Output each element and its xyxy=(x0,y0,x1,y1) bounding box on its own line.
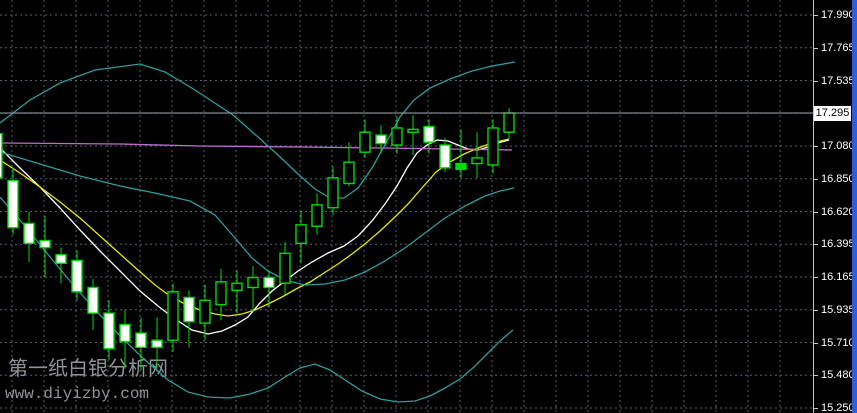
candle-body xyxy=(439,144,451,169)
band-teal-inner-line xyxy=(0,151,515,286)
price-label: 17.990 xyxy=(821,9,855,21)
candle-body xyxy=(167,291,179,341)
candle-body xyxy=(247,276,259,289)
candle-body xyxy=(151,339,163,349)
price-label: 16.620 xyxy=(821,206,855,218)
candle-body xyxy=(359,131,371,153)
candle-body xyxy=(23,222,35,245)
chart-canvas[interactable]: 第一纸白银分析网 www.diyizby.com xyxy=(0,0,813,413)
candle-body xyxy=(407,128,419,133)
candle-body xyxy=(375,134,387,145)
candle-body xyxy=(311,204,323,227)
window-edge-strip xyxy=(852,0,857,413)
price-label: 15.250 xyxy=(821,402,855,413)
axis-tick xyxy=(814,81,818,82)
candle-body xyxy=(135,332,147,349)
candle-body xyxy=(71,259,83,293)
candle-body xyxy=(0,132,3,179)
candle-body xyxy=(231,282,243,292)
candle-body xyxy=(391,127,403,146)
candle-body xyxy=(119,323,131,343)
candle-body xyxy=(103,312,115,350)
candle-body xyxy=(199,299,211,324)
axis-tick xyxy=(814,343,818,344)
candle-body xyxy=(183,296,195,323)
candle-body xyxy=(55,254,67,264)
candle-body xyxy=(39,239,51,249)
axis-tick xyxy=(814,408,818,409)
candle-body xyxy=(487,127,499,166)
ma-fast-white-line xyxy=(0,139,510,335)
candle-body xyxy=(215,281,227,306)
axis-tick xyxy=(814,310,818,311)
price-label: 16.165 xyxy=(821,271,855,283)
price-label: 16.850 xyxy=(821,173,855,185)
axis-tick xyxy=(814,375,818,376)
axis-tick xyxy=(814,48,818,49)
current-price-tag: 17.295 xyxy=(814,106,851,121)
axis-tick xyxy=(814,146,818,147)
watermark-site-url: www.diyizby.com xyxy=(5,385,149,403)
price-label: 17.080 xyxy=(821,140,855,152)
price-label: 17.535 xyxy=(821,75,855,87)
price-label: 15.480 xyxy=(821,369,855,381)
axis-tick xyxy=(814,179,818,180)
candle-body xyxy=(503,112,515,133)
candle-body xyxy=(263,276,275,289)
candle-body xyxy=(327,177,339,209)
price-label: 17.765 xyxy=(821,42,855,54)
candle-body xyxy=(343,161,355,185)
axis-tick xyxy=(814,15,818,16)
price-axis[interactable]: 17.990 17.765 17.535 17.080 16.850 16.620 16.3… xyxy=(813,0,855,413)
candle-body xyxy=(279,252,291,284)
candle-body xyxy=(295,224,307,245)
candle-body xyxy=(7,179,19,229)
band-teal-upper-line xyxy=(0,61,516,199)
watermark-site-name: 第一纸白银分析网 xyxy=(8,357,168,380)
axis-tick xyxy=(814,212,818,213)
price-label: 15.710 xyxy=(821,337,855,349)
candle-body xyxy=(471,157,483,165)
price-label: 15.935 xyxy=(821,304,855,316)
axis-tick xyxy=(814,244,818,245)
candle-body xyxy=(455,162,467,170)
price-label: 16.395 xyxy=(821,238,855,250)
candle-body xyxy=(423,125,435,143)
ma-slow-yellow-line xyxy=(0,138,510,317)
axis-tick xyxy=(814,277,818,278)
candle-body xyxy=(87,286,99,314)
